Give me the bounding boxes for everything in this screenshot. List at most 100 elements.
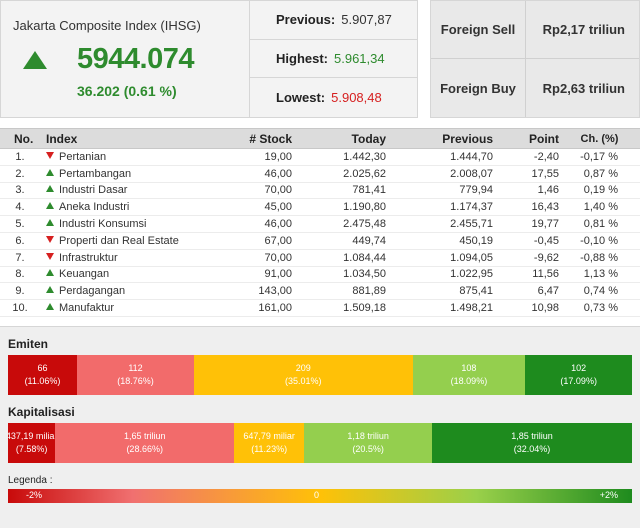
triangle-up-icon	[46, 185, 54, 193]
cell-index-name: Perdagangan	[40, 282, 212, 301]
cell-change: 0,19 %	[559, 182, 640, 200]
kapitalisasi-segment: 1,65 triliun (28.66%)	[55, 423, 235, 463]
kapitalisasi-segment: 1,85 triliun (32.04%)	[432, 423, 633, 463]
emiten-segment: 108 (18.09%)	[412, 355, 526, 395]
col-header-index: Index	[40, 128, 212, 149]
cell-no: 9.	[0, 282, 40, 301]
cell-previous: 1.498,21	[386, 299, 493, 317]
cell-today: 1.034,50	[292, 266, 386, 284]
triangle-up-icon	[46, 269, 54, 277]
cell-today: 781,41	[292, 182, 386, 200]
emiten-segment-percent: (18.76%)	[117, 376, 154, 386]
index-name-text: Industri Dasar	[59, 184, 128, 197]
cell-no: 8.	[0, 266, 40, 284]
legend-min: -2%	[26, 490, 43, 500]
cell-point: -9,62	[493, 249, 559, 267]
cell-no: 2.	[0, 165, 40, 183]
cell-today: 2.475,48	[292, 215, 386, 233]
kapitalisasi-segment: 1,18 triliun (20.5%)	[304, 423, 433, 463]
ihsg-change: 36.202 (0.61 %)	[77, 83, 177, 99]
table-row: 4. Aneka Industri 45,00 1.190,80 1.174,37 16,…	[0, 198, 640, 217]
cell-index-name: Manufaktur	[40, 299, 212, 317]
kapitalisasi-segment-percent: (32.04%)	[513, 444, 551, 454]
legend-max: +2%	[599, 490, 618, 500]
table-row: 10. Manufaktur 161,00 1.509,18 1.498,21 10,98…	[0, 299, 640, 317]
cell-today: 449,74	[292, 232, 386, 250]
cell-stock: 45,00	[212, 198, 292, 217]
cell-point: 17,55	[493, 165, 559, 183]
cell-point: 10,98	[493, 299, 559, 317]
emiten-segment-value: 66	[37, 363, 48, 373]
emiten-bar: 66 (11.06%) 112 (18.76%) 209 (35.01%) 108 (18.0…	[8, 355, 633, 395]
foreign-sell-label: Foreign Sell	[440, 22, 516, 37]
cell-previous: 779,94	[386, 182, 493, 200]
kapitalisasi-bar: 437,19 miliar (7.58%) 1,65 triliun (28.66%)…	[8, 423, 633, 463]
col-header-today: Today	[292, 128, 386, 149]
cell-today: 1.084,44	[292, 249, 386, 267]
index-name-text: Pertambangan	[59, 167, 132, 180]
table-body: 1. Pertanian 19,00 1.442,30 1.444,70 -2,40 -0,…	[0, 148, 640, 317]
cell-stock: 143,00	[212, 282, 292, 301]
cell-index-name: Pertanian	[40, 148, 212, 166]
cell-stock: 46,00	[212, 165, 292, 183]
table-row: 7. Infrastruktur 70,00 1.084,44 1.094,05 -9,6…	[0, 249, 640, 267]
stat-lowest: Lowest: 5.908,48	[250, 78, 418, 117]
cell-previous: 1.094,05	[386, 249, 493, 267]
kapitalisasi-segment-percent: (28.66%)	[126, 444, 163, 454]
cell-index-name: Pertambangan	[40, 165, 212, 183]
kapitalisasi-segment-value: 437,19 miliar	[8, 431, 56, 441]
foreign-sell-row: Foreign Sell Rp2,17 triliun	[431, 1, 639, 59]
cell-no: 6.	[0, 232, 40, 250]
foreign-buy-value: Rp2,63 triliun	[525, 59, 639, 117]
foreign-flow-panel: Foreign Sell Rp2,17 triliun Foreign Buy …	[430, 0, 640, 118]
cell-stock: 161,00	[212, 299, 292, 317]
legend-mid: 0	[314, 490, 320, 500]
cell-previous: 2.008,07	[386, 165, 493, 183]
cell-point: -0,45	[493, 232, 559, 250]
cell-change: 1,13 %	[559, 266, 640, 284]
cell-no: 10.	[0, 299, 40, 317]
cell-change: 0,81 %	[559, 215, 640, 233]
legend-gradient: -2% 0 +2%	[8, 489, 632, 503]
triangle-up-icon	[23, 51, 47, 69]
triangle-up-icon	[46, 202, 54, 210]
cell-previous: 1.174,37	[386, 198, 493, 217]
index-name-text: Industri Konsumsi	[59, 218, 147, 231]
cell-change: -0,88 %	[559, 249, 640, 267]
kapitalisasi-segment: 647,79 miliar (11.23%)	[234, 423, 305, 463]
cell-point: 11,56	[493, 266, 559, 284]
emiten-segment: 66 (11.06%)	[8, 355, 77, 395]
cell-change: -0,10 %	[559, 232, 640, 250]
stat-label: Highest:	[276, 51, 328, 67]
cell-today: 881,89	[292, 282, 386, 301]
table-header-row: No. Index # Stock Today Previous Point C…	[0, 128, 640, 149]
foreign-buy-label: Foreign Buy	[440, 80, 516, 96]
sector-index-table: No. Index # Stock Today Previous Point C…	[0, 128, 640, 317]
cell-point: 19,77	[493, 215, 559, 233]
table-row: 2. Pertambangan 46,00 2.025,62 2.008,07 17,55…	[0, 165, 640, 183]
index-name-text: Keuangan	[59, 268, 110, 281]
stat-value: 5.961,34	[334, 51, 385, 67]
ihsg-summary-panel: Jakarta Composite Index (IHSG) 5944.074 …	[0, 0, 418, 118]
kapitalisasi-segment-value: 1,85 triliun	[511, 431, 553, 441]
cell-no: 7.	[0, 249, 40, 267]
table-row: 5. Industri Konsumsi 46,00 2.475,48 2.455,71…	[0, 215, 640, 233]
cell-previous: 1.444,70	[386, 148, 493, 166]
cell-index-name: Keuangan	[40, 266, 212, 284]
cell-stock: 67,00	[212, 232, 292, 250]
cell-previous: 1.022,95	[386, 266, 493, 284]
kapitalisasi-segment-value: 1,18 triliun	[347, 431, 389, 441]
kapitalisasi-title: Kapitalisasi	[8, 405, 75, 419]
triangle-up-icon	[46, 286, 54, 294]
triangle-down-icon	[46, 151, 54, 159]
index-name-text: Perdagangan	[59, 285, 126, 298]
cell-change: 0,74 %	[559, 282, 640, 301]
index-name-text: Properti dan Real Estate	[59, 234, 179, 247]
col-header-stock: # Stock	[212, 128, 292, 149]
triangle-up-icon	[46, 219, 54, 227]
cell-previous: 2.455,71	[386, 215, 493, 233]
emiten-segment-percent: (11.06%)	[24, 376, 61, 386]
cell-change: -0,17 %	[559, 148, 640, 166]
cell-no: 4.	[0, 198, 40, 217]
cell-point: 1,46	[493, 182, 559, 200]
